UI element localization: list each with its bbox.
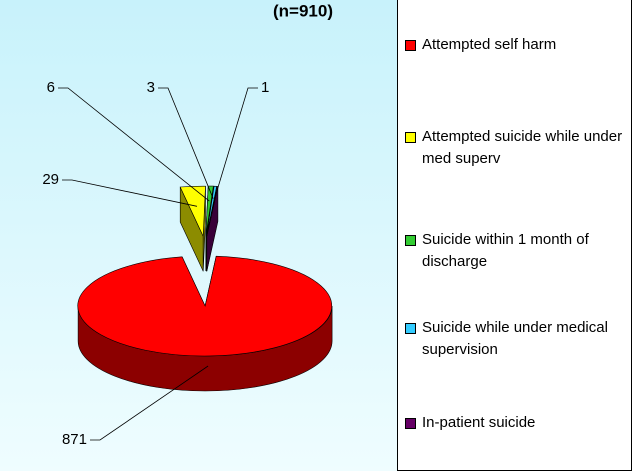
legend-item: In-patient suicide [404,412,632,434]
legend-swatch [405,418,416,429]
leader-line [90,365,209,441]
data-label: 871 [62,431,87,448]
chart-title: (n=910) [273,1,333,20]
slice [77,255,333,357]
legend-item: Attempted self harm [404,34,632,56]
leader-line [158,87,214,199]
data-label: 3 [147,79,155,96]
data-label: 6 [47,79,55,96]
chart: (n=910) 871 29 6 3 1 [42,1,333,448]
legend-swatch [405,132,416,143]
legend-label: In-patient suicide [422,414,536,431]
slice [179,185,206,237]
legend-swatch [405,40,416,51]
legend-label: Suicide while under medical supervision [422,319,608,358]
legend-label: Attempted self harm [422,36,557,53]
legend-item: Suicide while under medical supervision [404,317,632,361]
leader-line [214,87,258,197]
slice [206,185,218,237]
legend-swatch [405,235,416,246]
leader-line [62,179,198,207]
legend-label: Attempted suicide while under med superv [422,128,623,167]
legend: Attempted self harm Attempted suicide whi… [397,0,632,471]
leader-line [58,87,210,202]
data-label: 1 [261,79,269,96]
legend-item: Attempted suicide while under med superv [404,126,632,170]
data-label: 29 [42,171,59,188]
legend-item: Suicide within 1 month of discharge [404,229,632,273]
legend-label: Suicide within 1 month of discharge [422,231,589,270]
legend-swatch [405,323,416,334]
